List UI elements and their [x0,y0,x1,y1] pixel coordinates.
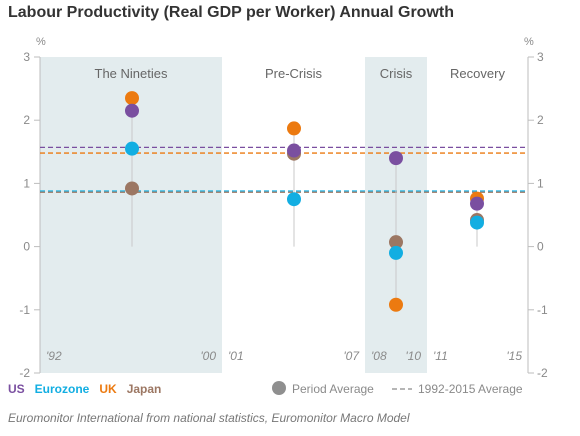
left-tick-label: 2 [23,113,30,127]
left-tick-label: 3 [23,50,30,64]
right-tick-label: 0 [537,240,544,254]
period-start-year-label: '01 [228,349,244,363]
legend-period-average-label: Period Average [292,382,374,396]
data-point [125,91,139,106]
period-name-label: Crisis [380,66,413,81]
left-tick-label: -2 [19,366,30,380]
left-tick-label: 0 [23,240,30,254]
period-name-label: Pre-Crisis [265,66,323,81]
period-end-year-label: '10 [405,349,421,363]
source-note: Euromonitor International from national … [8,411,410,425]
period-end-year-label: '07 [343,349,360,363]
legend-period-average-marker [272,381,286,395]
period-name-label: Recovery [450,66,505,81]
legend-average-line-label: 1992-2015 Average [418,382,523,396]
period-start-year-label: '08 [371,349,387,363]
right-tick-label: 2 [537,113,544,127]
right-unit-label: % [524,36,534,48]
left-tick-label: 1 [23,176,30,190]
right-tick-label: 1 [537,176,544,190]
data-point [470,196,484,211]
data-point [125,103,139,118]
legend-series-label: Japan [127,382,162,396]
data-point [287,121,301,136]
period-end-year-label: '15 [506,349,522,363]
data-point [389,297,403,312]
right-tick-label: -2 [537,366,548,380]
right-tick-label: -1 [537,303,548,317]
period-end-year-label: '00 [200,349,216,363]
left-tick-label: -1 [19,303,30,317]
data-point [470,215,484,230]
data-point [389,235,403,250]
legend-series-label: UK [99,382,117,396]
data-point [125,181,139,196]
data-point [287,192,301,207]
data-point [287,143,301,158]
period-start-year-label: '92 [46,349,62,363]
chart-title: Labour Productivity (Real GDP per Worker… [8,4,454,21]
data-point [125,141,139,156]
period-name-label: The Nineties [95,66,168,81]
period-start-year-label: '11 [433,349,448,363]
legend-series-label: US [8,382,25,396]
data-point [389,245,403,260]
legend-series-label: Eurozone [35,382,90,396]
right-tick-label: 3 [537,50,544,64]
left-unit-label: % [36,36,46,48]
data-point [389,151,403,166]
